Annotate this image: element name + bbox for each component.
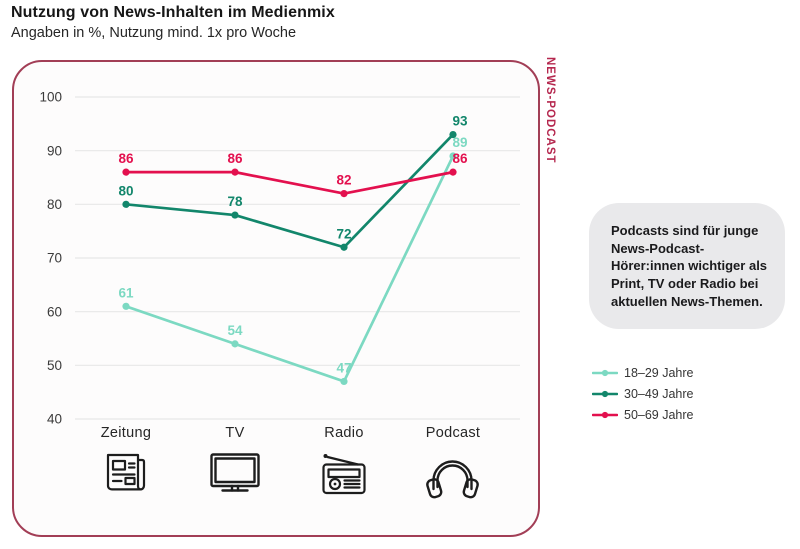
data-point — [449, 130, 457, 139]
page-title: Nutzung von News-Inhalten im Medienmix — [11, 4, 335, 21]
value-label: 72 — [336, 226, 351, 241]
x-axis-categories: Zeitung TV Radio Podcast — [101, 425, 480, 441]
gridlines — [75, 96, 520, 420]
legend-marker — [592, 411, 618, 419]
x-category-label: Zeitung — [101, 425, 151, 441]
value-label: 93 — [452, 114, 468, 129]
x-category-label: TV — [225, 425, 244, 441]
data-point — [231, 340, 239, 348]
y-tick-label: 50 — [47, 358, 62, 373]
series-30-49-jahre: 80 78 72 93 — [118, 114, 468, 251]
series-18-29-jahre: 61 54 47 89 — [118, 135, 468, 386]
legend-label: 30–49 Jahre — [624, 387, 694, 401]
y-tick-label: 90 — [47, 143, 62, 158]
callout-box: Podcasts sind für junge News-Podcast-Hör… — [589, 203, 785, 329]
legend-marker — [592, 390, 618, 398]
legend-label: 18–29 Jahre — [624, 366, 694, 380]
series-50-69-jahre: 86 86 82 86 — [118, 151, 468, 198]
y-tick-label: 100 — [39, 90, 62, 105]
data-point — [231, 211, 239, 219]
value-label: 78 — [227, 194, 243, 209]
y-axis-ticks: 40 50 60 70 80 90 100 — [39, 90, 62, 427]
value-label: 86 — [118, 151, 134, 166]
chart-legend: 18–29 Jahre 30–49 Jahre 50–69 Jahre — [592, 366, 694, 422]
data-point — [122, 200, 130, 208]
series-line — [124, 170, 455, 195]
x-category-label: Podcast — [426, 425, 481, 441]
data-point — [449, 152, 457, 160]
value-label: 86 — [452, 151, 468, 166]
value-label: 47 — [336, 360, 351, 375]
legend-label: 50–69 Jahre — [624, 408, 694, 422]
line-chart: 40 50 60 70 80 90 100 61 54 47 89 80 78 72 93 86 86 82 86 Z… — [39, 90, 520, 499]
tv-icon — [210, 453, 260, 492]
page-subtitle: Angaben in %, Nutzung mind. 1x pro Woche — [11, 25, 297, 41]
chart-header: Nutzung von News-Inhalten im Medienmix A… — [11, 4, 335, 41]
value-label: 86 — [227, 151, 243, 166]
legend-item-30-49-jahre: 30–49 Jahre — [592, 387, 694, 401]
radio-icon — [322, 454, 366, 495]
value-label: 82 — [336, 173, 351, 188]
y-tick-label: 70 — [47, 251, 62, 266]
y-tick-label: 80 — [47, 197, 62, 212]
data-point — [122, 168, 130, 176]
value-label: 80 — [118, 183, 133, 198]
data-point — [231, 168, 239, 176]
headphones-icon — [426, 460, 479, 499]
data-point — [340, 243, 348, 251]
series-line — [124, 133, 455, 249]
panel-side-label: NEWS-PODCAST — [544, 57, 556, 164]
legend-marker — [592, 369, 618, 377]
data-point — [122, 302, 130, 310]
value-label: 61 — [118, 285, 134, 300]
legend-item-50-69-jahre: 50–69 Jahre — [592, 408, 694, 422]
x-category-label: Radio — [324, 425, 363, 441]
callout-text: Podcasts sind für junge News-Podcast-Hör… — [611, 223, 768, 309]
newspaper-icon — [106, 453, 146, 491]
y-tick-label: 60 — [47, 304, 62, 319]
chart-panel: 40 50 60 70 80 90 100 61 54 47 89 80 78 72 93 86 86 82 86 Z… — [12, 60, 540, 537]
data-point — [340, 377, 348, 386]
y-tick-label: 40 — [47, 412, 62, 427]
value-label: 89 — [452, 135, 467, 150]
data-point — [449, 168, 457, 176]
series-line — [124, 154, 455, 383]
legend-item-18-29-jahre: 18–29 Jahre — [592, 366, 694, 380]
data-point — [340, 190, 348, 198]
value-label: 54 — [227, 323, 243, 338]
